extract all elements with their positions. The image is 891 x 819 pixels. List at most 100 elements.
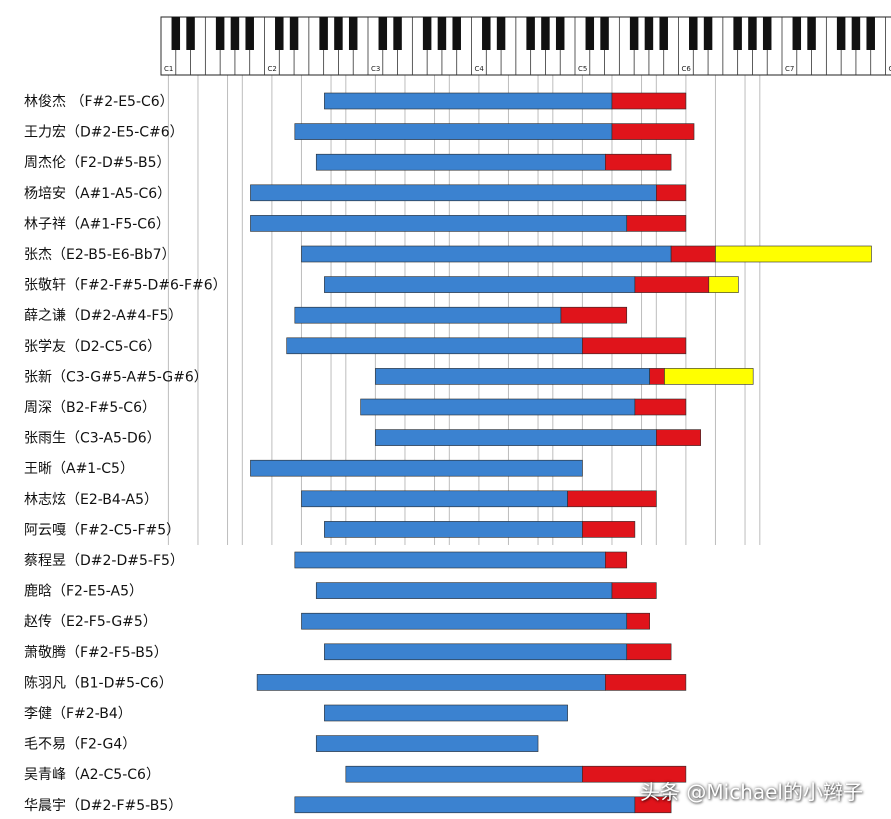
black-key — [541, 17, 550, 50]
singer-row: 华晨宇（D#2-F#5-B5） — [24, 796, 672, 814]
black-key — [378, 17, 388, 50]
black-key — [437, 17, 447, 50]
range-bar-range-a — [250, 459, 583, 477]
black-key — [526, 17, 535, 50]
black-key — [807, 17, 816, 50]
singer-label: 鹿晗（F2-E5-A5） — [24, 583, 143, 600]
range-bar-range-a — [294, 123, 613, 140]
black-key — [245, 17, 254, 50]
range-bar-range-a — [324, 276, 636, 293]
range-bar-range-c — [715, 245, 872, 263]
range-bar-range-b — [656, 184, 687, 202]
singer-row: 赵传（E2-F5-G#5） — [24, 612, 650, 630]
singer-row: 陈羽凡（B1-D#5-C6） — [24, 674, 687, 691]
black-key — [275, 17, 284, 50]
singer-row: 林俊杰 （F#2-E5-C6） — [24, 92, 687, 110]
range-bar-range-a — [324, 704, 568, 722]
singer-row: 阿云嘎（F#2-C5-F#5） — [24, 521, 636, 538]
black-key — [689, 17, 698, 50]
singer-label: 林俊杰 （F#2-E5-C6） — [24, 94, 174, 110]
black-key — [186, 17, 195, 50]
singer-label: 林志炫（E2-B4-A5） — [24, 492, 158, 508]
singer-row: 蔡程昱（D#2-D#5-F5） — [24, 551, 628, 569]
range-bar-range-b — [634, 276, 710, 293]
range-bar-range-b — [656, 429, 701, 446]
range-bar-range-b — [611, 92, 687, 110]
singer-row: 李健（F#2-B4） — [24, 704, 568, 722]
octave-label-C4: C4 — [475, 65, 485, 73]
black-key — [171, 17, 181, 50]
singer-label: 周深（B2-F#5-C6） — [24, 400, 156, 416]
range-bar-range-c — [664, 368, 754, 385]
singer-label: 薛之谦（D#2-A#4-F5） — [24, 308, 182, 324]
black-key — [866, 17, 875, 50]
black-key — [289, 17, 299, 50]
singer-label: 萧敬腾（F#2-F5-B5） — [24, 644, 168, 661]
black-key — [422, 17, 432, 50]
octave-label-C8: C8 — [889, 65, 891, 73]
range-bar-range-a — [294, 306, 562, 324]
octave-label-C6: C6 — [682, 65, 692, 73]
singer-label: 蔡程昱（D#2-D#5-F5） — [24, 553, 184, 569]
singer-label: 王晰（A#1-C5） — [24, 461, 134, 477]
range-bar-range-a — [286, 337, 583, 355]
range-bar-range-a — [324, 643, 628, 661]
range-bar-range-b — [634, 796, 672, 814]
singer-row: 周杰伦（F2-D#5-B5） — [24, 153, 672, 171]
singer-label: 华晨宇（D#2-F#5-B5） — [24, 798, 182, 814]
black-key — [585, 17, 595, 50]
singer-label: 阿云嘎（F#2-C5-F#5） — [24, 522, 180, 538]
range-bar-range-a — [315, 582, 613, 599]
black-key — [348, 17, 358, 50]
black-key — [393, 17, 402, 50]
range-bar-range-b — [634, 398, 687, 416]
black-key — [851, 17, 861, 50]
black-key — [762, 17, 772, 50]
singer-row: 吴青峰（A2-C5-C6） — [24, 765, 687, 783]
range-bar-range-b — [611, 582, 657, 599]
black-key — [555, 17, 565, 50]
black-key — [482, 17, 491, 50]
singer-label: 毛不易（F2-G4） — [24, 737, 136, 753]
black-key — [319, 17, 328, 50]
singer-label: 杨培安（A#1-A5-C6） — [24, 186, 171, 202]
range-bar-range-a — [375, 429, 657, 446]
singer-label: 赵传（E2-F5-G#5） — [24, 614, 157, 630]
range-bar-range-b — [626, 643, 672, 661]
singer-row: 毛不易（F2-G4） — [24, 735, 539, 753]
singer-label: 吴青峰（A2-C5-C6） — [24, 767, 160, 783]
range-bar-range-a — [250, 184, 657, 202]
black-key — [629, 17, 639, 50]
singer-label: 张学友（D2-C5-C6） — [24, 339, 161, 355]
range-bar-range-a — [315, 153, 606, 171]
black-key — [230, 17, 240, 50]
singer-label: 张敬轩（F#2-F#5-D#6-F#6） — [24, 278, 227, 294]
range-bar-range-a — [256, 674, 606, 691]
black-key — [334, 17, 343, 50]
black-key — [600, 17, 609, 50]
singer-row: 萧敬腾（F#2-F5-B5） — [24, 643, 672, 661]
singer-row: 张学友（D2-C5-C6） — [24, 337, 687, 355]
range-bar-range-b — [605, 153, 672, 171]
black-key — [703, 17, 713, 50]
singer-label: 张雨生（C3-A5-D6） — [24, 431, 161, 447]
singer-label: 张新（C3-G#5-A#5-G#6） — [24, 369, 208, 385]
octave-label-C5: C5 — [578, 65, 587, 73]
range-bar-range-b — [605, 551, 628, 569]
range-bar-range-b — [611, 123, 695, 140]
singer-row: 王力宏（D#2-E5-C#6） — [24, 123, 695, 141]
octave-label-C2: C2 — [268, 65, 277, 73]
singer-rows: 林俊杰 （F#2-E5-C6） 王力宏（D#2-E5-C#6） 周杰伦（F2-D#5… — [24, 92, 872, 814]
range-bar-range-a — [345, 765, 583, 783]
singer-label: 王力宏（D#2-E5-C#6） — [24, 125, 184, 141]
octave-label-C1: C1 — [164, 65, 173, 73]
singer-row: 林志炫（E2-B4-A5） — [24, 490, 657, 508]
range-bar-range-b — [582, 765, 687, 783]
range-bar-range-a — [301, 490, 568, 508]
singer-row: 薛之谦（D#2-A#4-F5） — [24, 306, 628, 324]
octave-label-C3: C3 — [371, 65, 380, 73]
singer-label: 陈羽凡（B1-D#5-C6） — [24, 674, 173, 691]
black-key — [644, 17, 654, 50]
range-bar-range-a — [250, 215, 628, 232]
